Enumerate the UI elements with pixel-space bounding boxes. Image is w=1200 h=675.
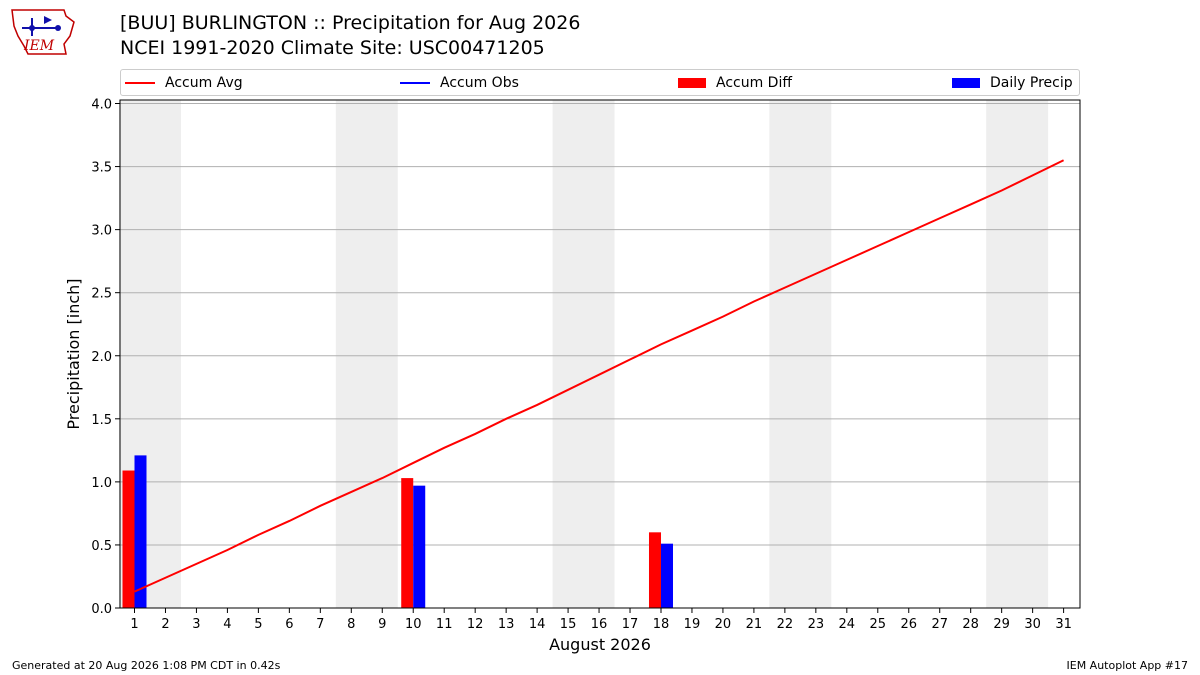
legend-item-accum-obs: Accum Obs xyxy=(400,70,519,95)
legend-patch-daily-precip xyxy=(952,77,980,88)
x-tick-label: 9 xyxy=(378,617,386,632)
x-axis-label: August 2026 xyxy=(549,635,651,654)
legend-item-accum-diff: Accum Diff xyxy=(678,70,792,95)
x-tick-label: 6 xyxy=(285,617,293,632)
weekend-band xyxy=(552,100,615,608)
chart-title: [BUU] BURLINGTON :: Precipitation for Au… xyxy=(120,12,581,34)
line-accum-avg xyxy=(134,159,1065,593)
y-tick-label: 3.5 xyxy=(91,161,112,176)
x-tick-label: 24 xyxy=(839,617,856,632)
legend-item-daily-precip: Daily Precip xyxy=(952,70,1073,95)
x-tick-label: 29 xyxy=(993,617,1010,632)
x-tick-label: 26 xyxy=(900,617,917,632)
logo-text: IEM xyxy=(23,38,55,54)
x-tick-label: 7 xyxy=(316,617,324,632)
x-tick-label: 3 xyxy=(192,617,200,632)
x-tick-label: 13 xyxy=(498,617,515,632)
y-tick-label: 0.5 xyxy=(91,539,112,554)
x-tick-label: 23 xyxy=(808,617,825,632)
bar-accum-diff xyxy=(401,478,414,608)
legend-item-accum-avg: Accum Avg xyxy=(125,70,243,95)
y-tick-label: 1.5 xyxy=(91,413,112,428)
x-tick-label: 21 xyxy=(746,617,763,632)
x-tick-label: 28 xyxy=(962,617,979,632)
x-tick-label: 20 xyxy=(715,617,732,632)
chart-legend: Accum Avg Accum Obs Accum Diff Daily Pre… xyxy=(120,69,1080,96)
x-tick-label: 1 xyxy=(130,617,138,632)
x-tick-label: 4 xyxy=(223,617,231,632)
x-tick-label: 25 xyxy=(870,617,887,632)
y-tick-label: 4.0 xyxy=(91,98,112,113)
x-tick-label: 2 xyxy=(161,617,169,632)
x-tick-label: 16 xyxy=(591,617,608,632)
footer-generated: Generated at 20 Aug 2026 1:08 PM CDT in … xyxy=(12,659,281,672)
weekend-band xyxy=(335,100,398,608)
bar-accum-diff xyxy=(122,470,135,608)
chart-subtitle: NCEI 1991-2020 Climate Site: USC00471205 xyxy=(120,37,545,59)
x-tick-label: 15 xyxy=(560,617,577,632)
iem-logo: IEM xyxy=(11,9,75,55)
legend-label: Daily Precip xyxy=(990,74,1073,91)
legend-line-accum-avg xyxy=(125,81,155,84)
x-tick-label: 17 xyxy=(622,617,639,632)
x-tick-label: 27 xyxy=(931,617,948,632)
x-tick-label: 8 xyxy=(347,617,355,632)
bar-daily-precip xyxy=(660,543,673,608)
footer-app: IEM Autoplot App #17 xyxy=(1066,659,1189,672)
x-tick-label: 18 xyxy=(653,617,670,632)
weekend-band xyxy=(769,100,832,608)
x-tick-label: 11 xyxy=(436,617,453,632)
bar-daily-precip xyxy=(413,485,426,608)
x-tick-label: 30 xyxy=(1024,617,1041,632)
legend-label: Accum Obs xyxy=(440,74,519,91)
x-tick-label: 12 xyxy=(467,617,484,632)
x-tick-label: 5 xyxy=(254,617,262,632)
y-tick-label: 3.0 xyxy=(91,224,112,239)
legend-label: Accum Diff xyxy=(716,74,793,91)
y-tick-label: 2.5 xyxy=(91,287,112,302)
x-tick-label: 10 xyxy=(405,617,422,632)
y-tick-label: 2.0 xyxy=(91,350,112,365)
legend-line-accum-obs xyxy=(400,81,430,84)
plot-frame xyxy=(119,99,1081,609)
x-tick-label: 22 xyxy=(777,617,794,632)
x-tick-label: 31 xyxy=(1055,617,1072,632)
legend-patch-accum-diff xyxy=(678,77,706,88)
legend-label: Accum Avg xyxy=(165,74,243,91)
bar-accum-diff xyxy=(648,532,661,608)
y-tick-label: 0.0 xyxy=(91,602,112,617)
bar-daily-precip xyxy=(134,455,147,608)
x-tick-label: 19 xyxy=(684,617,701,632)
x-tick-label: 14 xyxy=(529,617,546,632)
y-axis-label: Precipitation [inch] xyxy=(64,278,83,429)
weekend-band xyxy=(986,100,1049,608)
y-tick-label: 1.0 xyxy=(91,476,112,491)
